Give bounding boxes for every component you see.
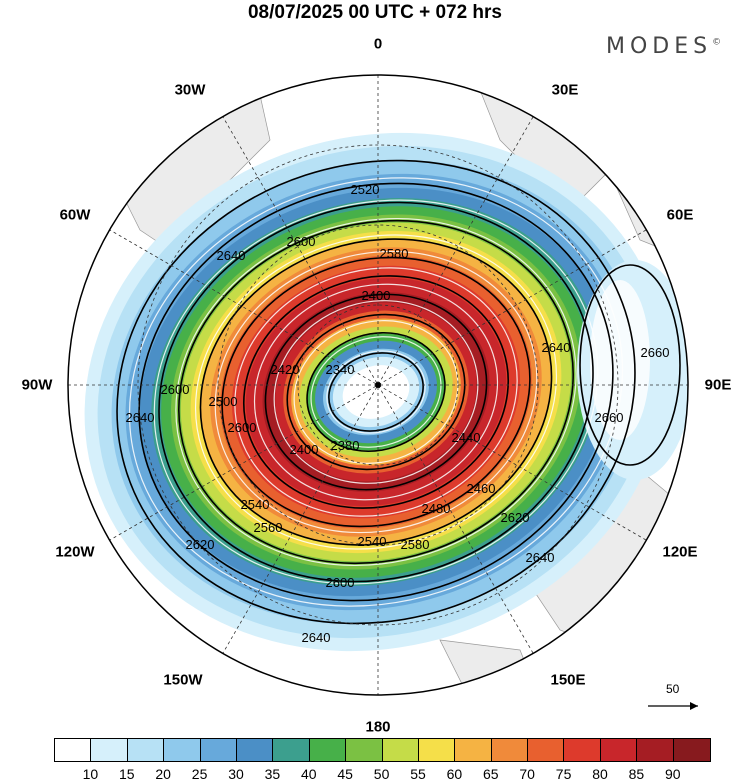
colorbar-tick-label: 50 [373,766,390,782]
contour-label: 2640 [217,248,246,263]
colorbar-tick-label: 40 [301,766,317,782]
contour-label: 2640 [302,630,331,645]
colorbar-tick-label: 75 [555,766,572,782]
contour-label: 2380 [331,438,360,453]
map-title: 08/07/2025 00 UTC + 072 hrs [247,2,503,23]
lon-label-90w: 90W [21,376,53,394]
lon-label-120w: 120W [55,543,95,561]
contour-label: 2620 [501,510,530,525]
contour-label: 2600 [287,234,316,249]
colorbar-box [273,739,310,761]
colorbar-tick-label: 65 [483,766,499,782]
contour-label: 2540 [241,497,270,512]
colorbar-box [309,739,347,761]
contour-label: 2500 [209,394,238,409]
south-pole-marker [375,382,381,388]
colorbar-tick-label: 45 [337,766,353,782]
lon-label-30w: 30W [174,81,206,99]
colorbar-box [637,739,674,761]
lon-label-150e: 150E [550,671,586,689]
contour-label: 2600 [228,420,257,435]
lon-label-0: 0 [373,35,383,53]
contour-label: 2660 [641,345,670,360]
contour-label: 2440 [452,430,481,445]
colorbar-tick-label: 15 [119,766,135,782]
reference-vector-label: 50 [666,682,680,696]
contour-labels: 2340 2380 2400 2400 2420 2440 2460 2480 2500 2520… [126,182,670,645]
colorbar-tick-label: 20 [155,766,171,782]
colorbar-box [564,739,601,761]
contour-label: 2660 [595,410,624,425]
contour-label: 2640 [526,550,555,565]
colorbar-tick-label: 60 [446,766,463,782]
colorbar-box [91,739,128,761]
lon-label-60w: 60W [59,206,91,224]
contour-label: 2340 [326,362,355,377]
lon-label-180: 180 [365,718,391,736]
colorbar-box [382,739,419,761]
colorbar-box [164,739,201,761]
colorbar-box [673,739,711,761]
contour-label: 2560 [254,520,283,535]
brand-logo: MODES© [606,34,722,59]
colorbar-box [127,739,165,761]
lon-label-90e: 90E [704,376,732,394]
colorbar-tick-label: 85 [628,766,645,782]
lon-label-150w: 150W [163,671,203,689]
lon-label-120e: 120E [662,543,698,561]
colorbar-tick-label: 90 [665,766,681,782]
lon-label-60e: 60E [666,206,694,224]
colorbar-box [528,739,565,761]
contour-label: 2520 [351,182,380,197]
colorbar-box [455,739,492,761]
contour-label: 2600 [326,575,355,590]
lon-label-30e: 30E [551,81,579,99]
contour-label: 2600 [161,382,190,397]
colorbar-tick-label: 35 [264,766,281,782]
graticule [68,75,688,695]
colorbar-box [600,739,638,761]
contour-label: 2420 [271,362,300,377]
colorbar-box [346,739,383,761]
contour-label: 2640 [126,410,155,425]
contour-label: 2400 [362,288,391,303]
contour-label: 2580 [380,246,409,261]
reference-vector-arrow [648,702,698,710]
contour-label: 2400 [290,442,319,457]
colorbar-box [418,739,456,761]
contour-label: 2580 [401,537,430,552]
contour-label: 2620 [186,537,215,552]
height-contours [116,159,636,625]
colorbar [54,738,712,762]
colorbar-tick-label: 25 [191,766,208,782]
colorbar-tick-label: 70 [519,766,535,782]
colorbar-tick-label: 55 [410,766,426,782]
contour-2660 [579,264,681,466]
colorbar-tick-label: 30 [228,766,244,782]
contour-label: 2460 [467,481,496,496]
map-border [67,74,689,696]
contour-label: 2480 [422,501,451,516]
colorbar-box [55,739,92,761]
colorbar-box [491,739,529,761]
contour-label: 2540 [358,534,387,549]
colorbar-tick-label: 10 [82,766,99,782]
colorbar-box [236,739,274,761]
contour-label: 2640 [542,340,571,355]
colorbar-box [200,739,237,761]
colorbar-tick-label: 80 [592,766,608,782]
